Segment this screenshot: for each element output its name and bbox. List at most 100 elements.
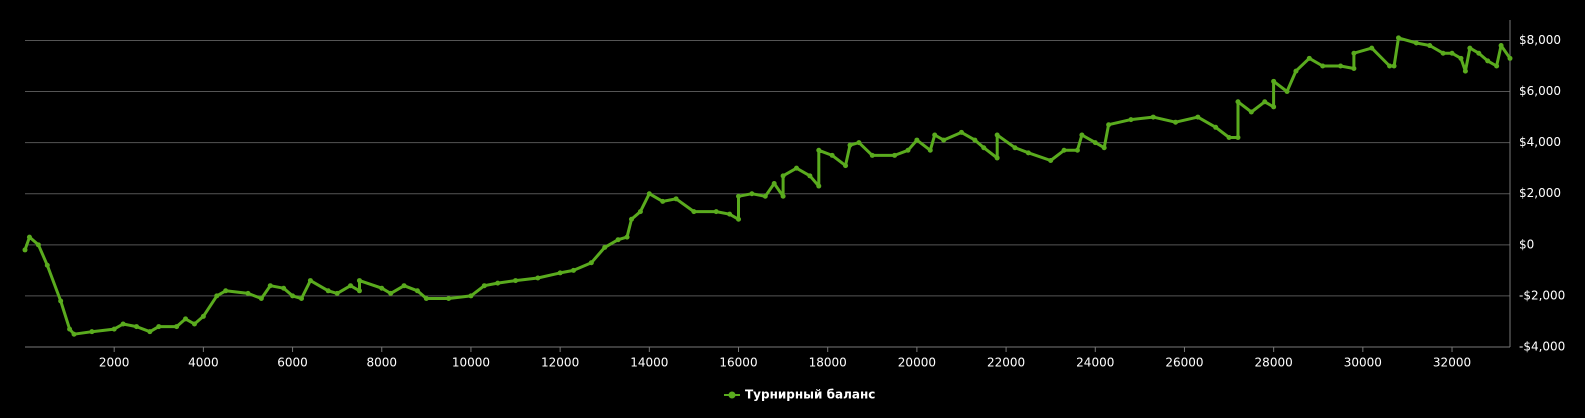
point — [67, 326, 73, 332]
point — [35, 242, 41, 248]
point — [174, 324, 180, 330]
point — [628, 216, 634, 222]
point — [468, 293, 474, 299]
y-tick-label: $8,000 — [1519, 33, 1561, 47]
y-tick-label: -$4,000 — [1519, 340, 1565, 354]
point — [856, 140, 862, 146]
point — [1391, 63, 1397, 69]
point — [258, 295, 264, 301]
point — [1235, 99, 1241, 105]
x-tick-label: 16000 — [719, 356, 757, 370]
point — [646, 191, 652, 197]
point — [356, 288, 362, 294]
point — [793, 165, 799, 171]
point — [1458, 55, 1464, 61]
point — [379, 285, 385, 291]
point — [843, 163, 849, 169]
point — [348, 283, 354, 289]
point — [446, 295, 452, 301]
point — [660, 198, 666, 204]
point — [1440, 50, 1446, 56]
point — [356, 278, 362, 284]
x-tick-label: 4000 — [188, 356, 219, 370]
point — [120, 321, 126, 327]
point — [1048, 158, 1054, 164]
point — [1338, 63, 1344, 69]
point — [749, 191, 755, 197]
point — [388, 290, 394, 296]
point — [334, 290, 340, 296]
legend-marker — [728, 391, 736, 399]
point — [1128, 117, 1134, 123]
point — [1101, 145, 1107, 151]
point — [615, 237, 621, 243]
x-tick-label: 10000 — [452, 356, 490, 370]
x-tick-label: 20000 — [898, 356, 936, 370]
point — [602, 244, 608, 250]
point — [691, 209, 697, 215]
point — [1387, 63, 1393, 69]
point — [26, 234, 32, 240]
x-tick-label: 14000 — [630, 356, 668, 370]
point — [245, 290, 251, 296]
y-tick-label: $6,000 — [1519, 84, 1561, 98]
point — [981, 145, 987, 151]
point — [58, 298, 64, 304]
point — [1262, 99, 1268, 105]
y-tick-label: $0 — [1519, 237, 1534, 251]
y-tick-label: -$2,000 — [1519, 288, 1565, 302]
point — [1025, 150, 1031, 156]
y-tick-label: $4,000 — [1519, 135, 1561, 149]
point — [972, 137, 978, 143]
point — [133, 324, 139, 330]
point — [588, 260, 594, 266]
x-tick-label: 24000 — [1076, 356, 1114, 370]
point — [401, 283, 407, 289]
point — [1485, 58, 1491, 64]
point — [1462, 68, 1468, 74]
point — [927, 147, 933, 153]
point — [223, 288, 229, 294]
x-tick-label: 2000 — [99, 356, 130, 370]
x-tick-label: 32000 — [1433, 356, 1471, 370]
point — [307, 278, 313, 284]
point — [513, 278, 519, 284]
point — [1498, 43, 1504, 49]
point — [200, 313, 206, 319]
point — [1351, 66, 1357, 72]
point — [994, 155, 1000, 161]
point — [736, 216, 742, 222]
point — [1235, 135, 1241, 141]
point — [1074, 147, 1080, 153]
point — [1507, 55, 1513, 61]
point — [762, 193, 768, 199]
point — [1306, 55, 1312, 61]
point — [829, 152, 835, 158]
point — [481, 283, 487, 289]
x-tick-label: 22000 — [987, 356, 1025, 370]
point — [727, 211, 733, 217]
point — [557, 270, 563, 276]
point — [1320, 63, 1326, 69]
point — [535, 275, 541, 281]
legend-label: Турнирный баланс — [745, 388, 875, 402]
point — [869, 152, 875, 158]
point — [892, 152, 898, 158]
point — [847, 142, 853, 148]
point — [941, 137, 947, 143]
point — [816, 183, 822, 189]
point — [495, 280, 501, 286]
point — [1293, 68, 1299, 74]
point — [780, 193, 786, 199]
x-tick-label: 12000 — [541, 356, 579, 370]
point — [22, 247, 28, 253]
point — [1248, 109, 1254, 115]
x-tick-label: 6000 — [277, 356, 308, 370]
y-tick-label: $2,000 — [1519, 186, 1561, 200]
point — [637, 209, 643, 215]
point — [736, 193, 742, 199]
x-tick-label: 30000 — [1344, 356, 1382, 370]
point — [1369, 45, 1375, 51]
point — [1226, 135, 1232, 141]
